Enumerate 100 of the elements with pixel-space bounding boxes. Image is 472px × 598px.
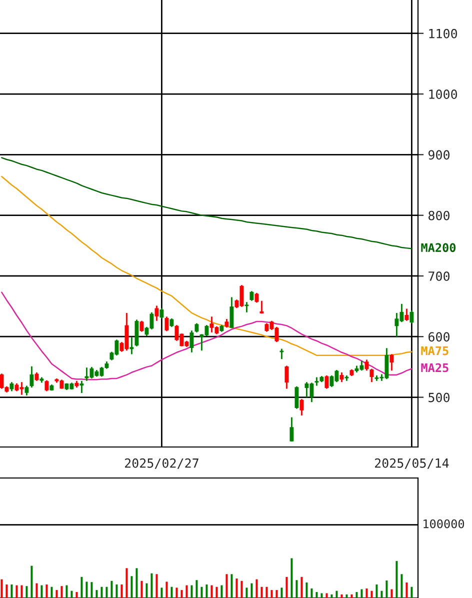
bar (296, 580, 298, 598)
bar (366, 588, 368, 598)
series-label: MA25 (421, 363, 448, 372)
y-tick-label: 800 (428, 210, 450, 220)
bar (360, 589, 363, 598)
bar (170, 586, 173, 598)
bar (106, 586, 108, 598)
bar (70, 590, 73, 598)
bar (210, 585, 213, 598)
y-tick-label: 600 (428, 332, 450, 342)
candlestick (194, 322, 199, 334)
candlestick (410, 310, 414, 324)
bar (250, 583, 253, 598)
bar (86, 582, 88, 598)
text: 100000 (424, 519, 464, 528)
bar (376, 584, 378, 598)
candlestick (244, 301, 249, 314)
bar (140, 580, 143, 598)
bar (180, 590, 183, 598)
bar (400, 574, 403, 598)
bar (26, 586, 28, 598)
bar (110, 580, 113, 598)
y-tick-label: 1100 (429, 28, 458, 38)
bar (176, 588, 178, 598)
bar (36, 583, 38, 598)
bar (356, 592, 358, 598)
bar (6, 584, 8, 598)
bar (230, 574, 233, 598)
bar (260, 586, 263, 598)
bar (240, 580, 243, 598)
candlestick (370, 368, 374, 383)
bar (66, 585, 68, 598)
candlestick (390, 354, 394, 372)
bar (390, 589, 393, 598)
bar (0, 579, 3, 598)
bar (370, 590, 373, 598)
candlestick (134, 318, 139, 348)
candlestick (404, 308, 409, 322)
candlestick (294, 386, 299, 410)
bar (196, 580, 198, 598)
bar (156, 574, 158, 598)
bar (396, 561, 398, 598)
bar (56, 590, 58, 598)
bar (330, 594, 333, 598)
bar (80, 576, 83, 598)
bar (286, 576, 288, 598)
bar (270, 590, 273, 598)
candlestick (80, 380, 84, 394)
series-label: MA75 (421, 346, 448, 356)
candlestick (30, 366, 34, 388)
bar (340, 594, 343, 598)
bar (20, 585, 23, 598)
bar (126, 568, 128, 598)
y-tick-label: 500 (428, 392, 450, 402)
candlestick (160, 307, 164, 320)
candlestick (130, 336, 134, 355)
line-series (1, 292, 412, 380)
bar (96, 590, 98, 598)
bar (276, 590, 278, 598)
bar (226, 574, 228, 598)
series-label: MA200 (421, 243, 456, 252)
candlestick (340, 372, 344, 383)
bar (406, 582, 408, 598)
bar (386, 580, 388, 598)
candlestick (24, 385, 29, 396)
bar (280, 588, 283, 598)
bar (146, 583, 148, 598)
bar (350, 594, 353, 598)
bar (216, 586, 218, 598)
bar (10, 584, 13, 598)
bar (166, 582, 168, 598)
bar (320, 593, 323, 598)
bar (336, 590, 338, 598)
bar (266, 586, 268, 598)
bar (310, 588, 313, 598)
bar (236, 578, 238, 598)
candlestick (164, 316, 169, 332)
bar (116, 584, 118, 598)
candlestick (140, 320, 144, 332)
bar (326, 593, 328, 598)
bar (290, 558, 293, 598)
bar (190, 585, 193, 598)
bar (256, 579, 258, 598)
bar (76, 592, 78, 598)
bar (16, 585, 18, 598)
bar (186, 585, 188, 598)
bar (306, 582, 308, 598)
bar (90, 582, 93, 598)
candlestick (300, 398, 304, 416)
candlestick (44, 380, 49, 392)
bar (410, 586, 413, 598)
candlestick (364, 358, 369, 372)
candlestick (254, 292, 259, 304)
bar (50, 586, 53, 598)
bar (206, 584, 208, 598)
candlestick (290, 416, 294, 442)
line-series (1, 157, 412, 250)
bar (60, 586, 63, 598)
bar (300, 576, 303, 598)
bar (246, 588, 248, 598)
